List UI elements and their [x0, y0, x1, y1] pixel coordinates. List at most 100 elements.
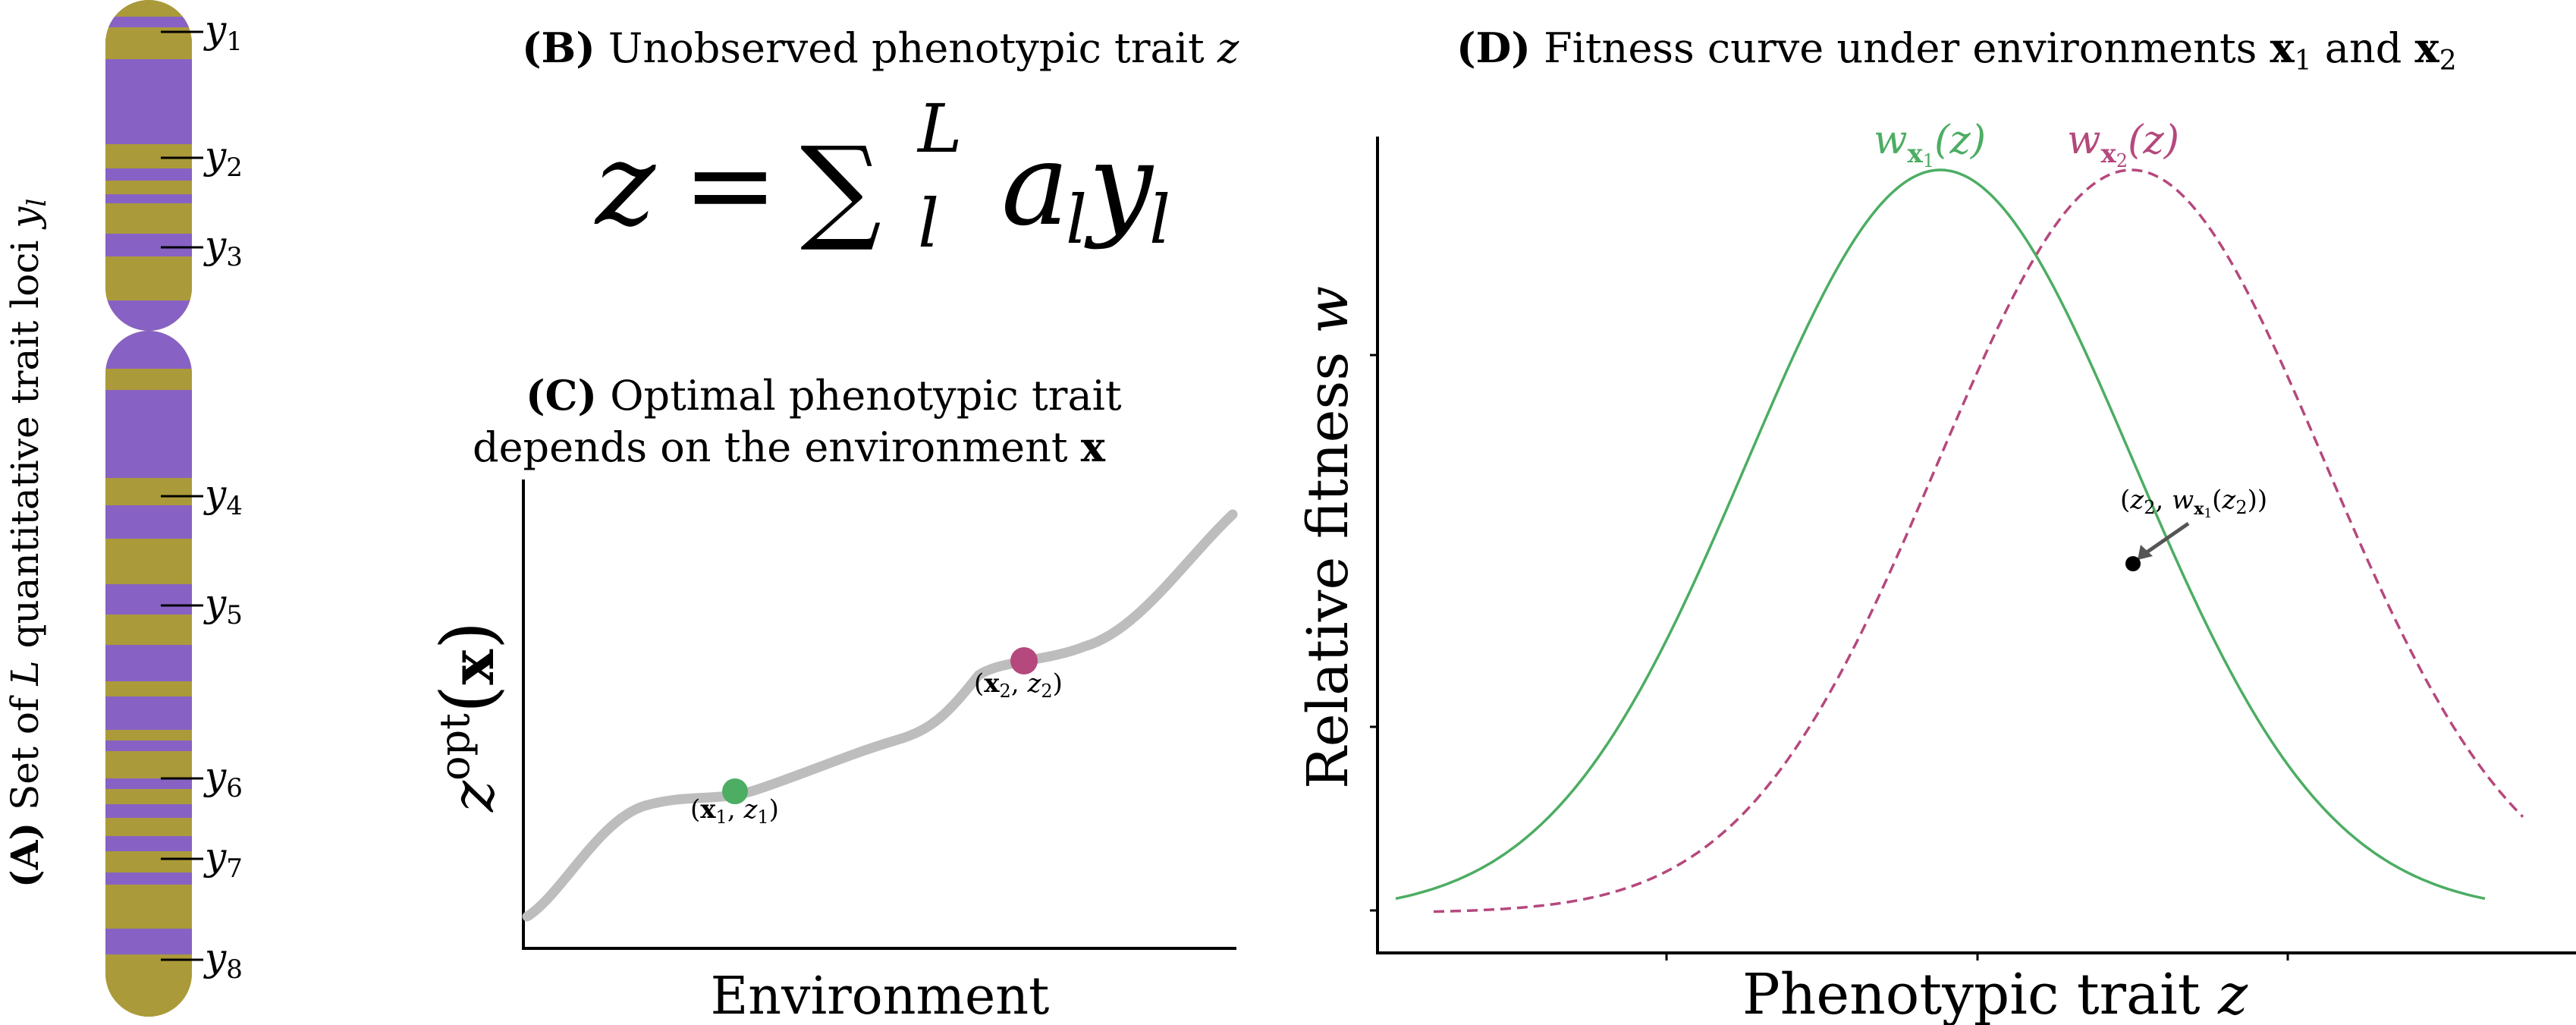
lower-arm-band — [105, 681, 192, 696]
panel-c-title-line2: depends on the environment x — [473, 423, 1106, 471]
annotation-arrow-head — [2138, 545, 2153, 560]
lower-arm-band — [105, 836, 192, 851]
locus-label: y5 — [203, 581, 243, 630]
chromosome-lower-arm — [105, 331, 192, 1017]
panel-c-axes — [522, 479, 1236, 950]
equation-sum-sub: l — [918, 184, 939, 263]
panel-d-title-x1: x — [2270, 24, 2295, 72]
panel-d-title: (D) Fitness curve under environments x1 … — [1456, 24, 2457, 77]
fitness-curve-x1 — [1395, 168, 2486, 901]
locus-label: y3 — [203, 223, 243, 272]
equation-sum-sup: L — [916, 90, 962, 168]
annotation-arrow-shaft — [2145, 521, 2190, 555]
lower-arm-band — [105, 584, 192, 615]
panel-d-title-x2: x — [2415, 24, 2440, 72]
panel-d-tag: (D) — [1456, 24, 1531, 72]
equation-y: y — [1084, 119, 1154, 251]
equation-a-sub: l — [1066, 181, 1087, 259]
optimal-trait-curve — [522, 509, 1238, 922]
panel-d-y-label: Relative fitness w — [1296, 286, 1361, 789]
panel-c-title-line2-bold: x — [1081, 423, 1106, 471]
equation: z = ∑ L l a l y l — [594, 90, 1170, 263]
environment-point-x2 — [1010, 647, 1038, 674]
panel-a-label-text: Set of — [3, 686, 47, 810]
lower-arm-band — [105, 804, 192, 818]
lower-arm-band — [105, 740, 192, 751]
environment-point-x1 — [722, 778, 748, 804]
fitness-point-annotation: (z2, wx1(z2)) — [2120, 485, 2267, 521]
locus-label: y1 — [203, 8, 243, 57]
panel-c-y-sup: opt — [431, 713, 479, 781]
panel-b-title-text: Unobserved phenotypic trait — [608, 24, 1217, 72]
lower-arm-band — [105, 885, 192, 901]
lower-arm-band — [105, 645, 192, 681]
panel-c: (C) Optimal phenotypic trait depends on … — [426, 371, 1238, 1025]
panel-c-y-label: zopt(x) — [426, 621, 510, 813]
upper-arm-band — [105, 203, 192, 234]
panel-d-title-x1-sub: 1 — [2295, 46, 2312, 77]
panel-a-tag: (A) — [2, 822, 47, 888]
fitness-curve-x1-label: wx1(z) — [1874, 118, 1986, 171]
panel-d-title-and: and — [2312, 24, 2415, 72]
point-x2-label: (x2, z2) — [974, 668, 1063, 702]
lower-arm-band — [105, 425, 192, 478]
panel-a-label-var2: y — [3, 206, 47, 230]
panel-b-title-space — [595, 24, 608, 72]
lower-arm-band — [105, 615, 192, 645]
panel-c-tag: (C) — [526, 371, 597, 420]
locus-label: y7 — [203, 835, 243, 884]
panel-c-title-space — [597, 372, 610, 420]
panel-b-title-var: z — [1217, 24, 1239, 72]
panel-a-label-space — [3, 810, 47, 822]
lower-arm-band — [105, 818, 192, 836]
fitness-point-marker — [2125, 556, 2141, 571]
upper-arm-band — [105, 181, 192, 194]
upper-arm-band — [105, 168, 192, 181]
panel-c-x-label: Environment — [711, 967, 1050, 1025]
panel-d-x-var: z — [2217, 962, 2248, 1025]
lower-arm-band — [105, 539, 192, 584]
upper-arm-band — [105, 194, 192, 203]
panel-a-label-var: L — [3, 660, 47, 686]
locus-label: y8 — [203, 935, 243, 985]
locus-label: y6 — [203, 754, 243, 803]
panel-a-label-sub2: l — [22, 199, 52, 207]
panel-d-axes — [1370, 137, 2576, 961]
upper-arm-band — [105, 144, 192, 168]
upper-arm-band — [105, 234, 192, 256]
panel-c-title-line1: (C) Optimal phenotypic trait — [526, 371, 1122, 420]
loci-labels: y1 y2 y3 y4 y5 y6 y7 y8 — [161, 8, 243, 985]
panel-d-x-text: Phenotypic trait — [1742, 962, 2218, 1025]
panel-c-y-bold: x — [438, 649, 507, 685]
upper-arm-band — [105, 256, 192, 300]
panel-d: (D) Fitness curve under environments x1 … — [1296, 24, 2576, 1025]
lower-arm-band — [105, 873, 192, 885]
panel-c-title-line2-text: depends on the environment — [473, 423, 1081, 471]
lower-arm-band — [105, 696, 192, 730]
lower-arm-band — [105, 331, 192, 369]
upper-arm-band — [105, 59, 192, 144]
lower-arm-band — [105, 954, 192, 1017]
locus-label: y2 — [203, 134, 243, 183]
locus-label: y4 — [203, 472, 243, 521]
upper-arm-band — [105, 0, 192, 17]
annotation-arrow — [2138, 521, 2190, 560]
panel-d-title-x2-sub: 2 — [2439, 46, 2457, 77]
panel-a-label: (A) Set of L quantitative trait loci yl — [2, 199, 52, 888]
upper-arm-band — [105, 38, 192, 59]
lower-arm-band — [105, 789, 192, 804]
chromosome-upper-arm — [105, 0, 192, 331]
panel-b: (B) Unobserved phenotypic trait z z = ∑ … — [522, 24, 1239, 263]
panel-d-title-text: Fitness curve under environments — [1544, 24, 2270, 72]
panel-b-title: (B) Unobserved phenotypic trait z — [522, 24, 1239, 72]
lower-arm-band — [105, 851, 192, 873]
equation-y-sub: l — [1149, 181, 1170, 259]
panel-c-y-close: ) — [426, 621, 510, 649]
lower-arm-band — [105, 390, 192, 425]
equation-a: a — [1001, 119, 1069, 251]
upper-arm-band — [105, 17, 192, 27]
lower-arm-band — [105, 901, 192, 929]
panel-d-title-space — [1531, 24, 1544, 72]
panel-d-y-var: w — [1296, 286, 1361, 334]
